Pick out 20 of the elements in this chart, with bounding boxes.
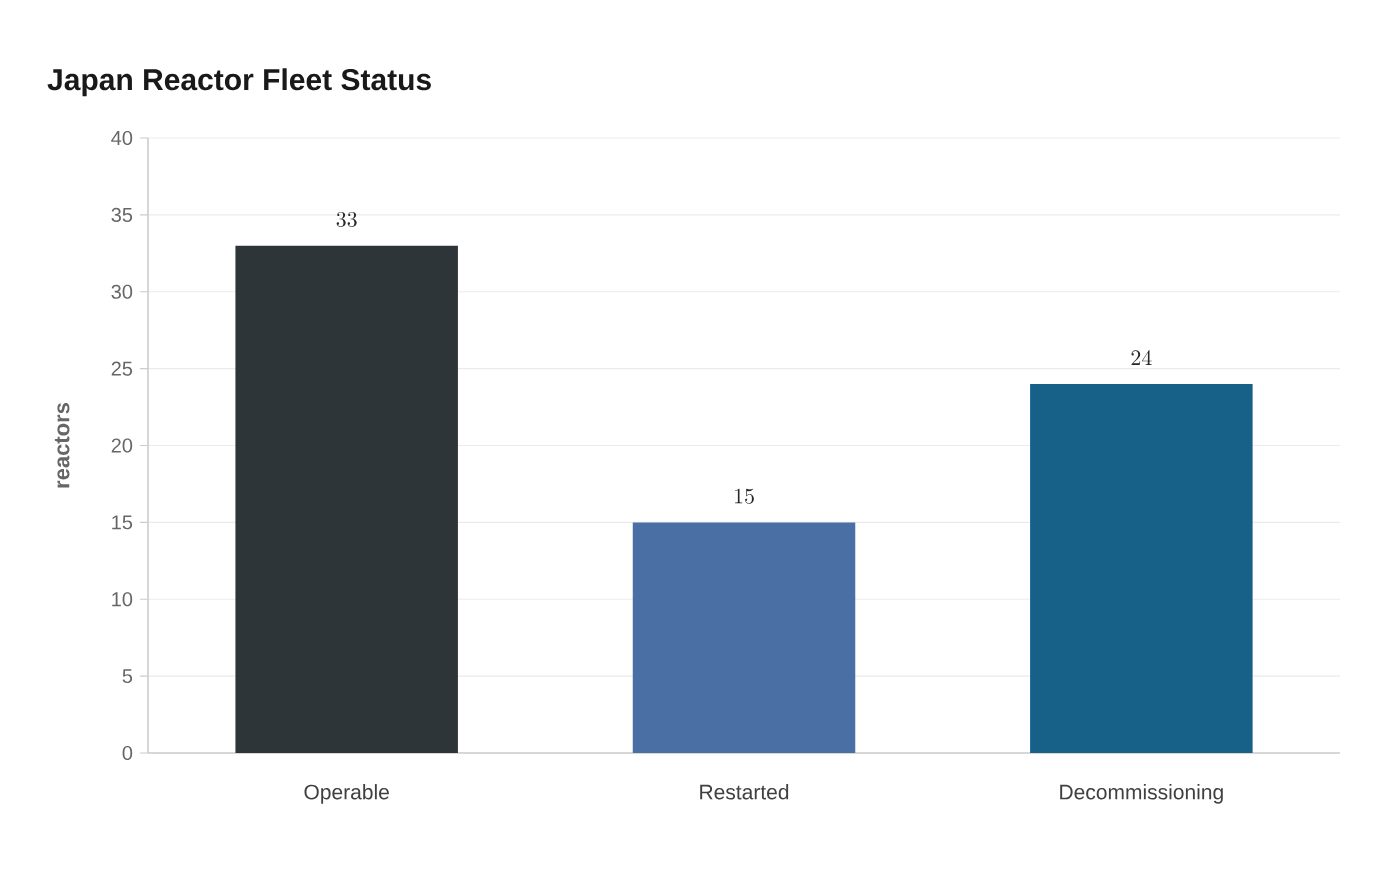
y-tick-label: 10 [112,592,133,607]
y-tick-label: 40 [111,130,133,146]
x-tick-label: Restarted [700,784,789,800]
y-tick-label: 20 [111,438,133,453]
bar [1030,384,1253,753]
data-label: 24 [1131,350,1152,365]
y-tick-label: 5 [122,669,133,684]
y-tick-label: 30 [111,284,133,299]
x-tick-label: Decommissioning [1060,784,1223,804]
x-tick-label: Operable [304,784,389,804]
bar [235,245,458,753]
chart-title: Japan Reactor Fleet Status [47,68,431,97]
y-tick-label: 35 [111,207,133,222]
data-label: 15 [735,488,754,504]
y-tick-label: 25 [111,361,133,376]
bar [632,522,856,753]
y-tick-label: 15 [112,515,133,530]
y-tick-label: 0 [122,745,133,761]
y-axis-title: reactors [54,403,70,488]
data-label: 33 [336,211,357,228]
